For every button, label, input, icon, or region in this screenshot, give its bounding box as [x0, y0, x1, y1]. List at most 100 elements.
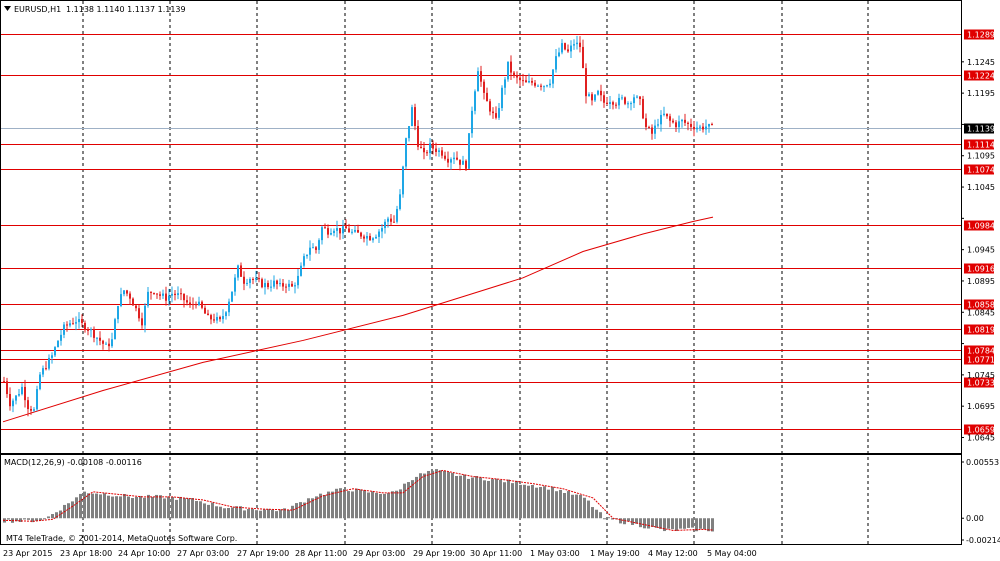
level-price-tag: 1.0659 [964, 424, 995, 435]
candle-body [564, 43, 566, 50]
candle-body [441, 150, 443, 156]
candle-body [384, 221, 386, 229]
macd-histogram-bar [667, 518, 670, 529]
level-price-tag: 1.1114 [964, 139, 995, 150]
collapse-arrow-icon[interactable] [4, 6, 11, 11]
macd-histogram-bar [447, 472, 450, 519]
candle-body [96, 337, 98, 339]
candle-body [330, 233, 332, 235]
candle-body [681, 119, 683, 122]
level-price-tag: 1.0819 [964, 324, 995, 335]
macd-histogram-bar [459, 475, 462, 519]
macd-histogram-bar [299, 502, 302, 519]
macd-histogram-bar [31, 518, 34, 523]
candle-body [666, 113, 668, 117]
macd-histogram-bar [307, 498, 310, 519]
candle-body [531, 80, 533, 83]
time-axis-label: 23 Apr 2015 [3, 549, 52, 558]
candle-body [600, 90, 602, 96]
candle-body [366, 235, 368, 239]
candle-body [567, 49, 569, 52]
candle-body [525, 80, 527, 83]
candle-body [153, 292, 155, 294]
candle-body [678, 121, 680, 128]
candle-body [687, 122, 689, 124]
candle-body [615, 104, 617, 106]
macd-histogram-bar [435, 469, 438, 519]
candle-body [105, 343, 107, 345]
macd-histogram-bar [27, 518, 30, 520]
candle-body [393, 221, 395, 223]
candle-body [414, 107, 416, 127]
level-price-text: 1.1074 [967, 166, 995, 175]
macd-histogram-bar [95, 493, 98, 519]
macd-histogram-bar [623, 518, 626, 525]
candle-body [624, 97, 626, 104]
candle-body [471, 110, 473, 134]
candle-body [597, 90, 599, 95]
candle-body [231, 291, 233, 302]
level-price-tag: 1.0984 [964, 220, 995, 231]
candle-body [240, 265, 242, 277]
level-price-text: 1.0916 [967, 265, 995, 274]
candle-body [294, 285, 296, 287]
macd-histogram-bar [407, 482, 410, 519]
candle-body [33, 409, 35, 411]
candle-body [390, 218, 392, 222]
candle-body [411, 107, 413, 127]
candle-body [651, 127, 653, 134]
candle-body [708, 124, 710, 127]
candle-body [252, 278, 254, 280]
level-price-text: 1.0858 [967, 301, 995, 310]
macd-histogram-bar [275, 511, 278, 519]
level-price-text: 1.0819 [967, 326, 995, 335]
macd-histogram-bar [247, 509, 250, 519]
candle-body [444, 155, 446, 159]
level-price-tag: 1.0858 [964, 299, 995, 310]
macd-signal-line [2, 469, 714, 531]
macd-histogram-bar [287, 509, 290, 519]
level-price-text: 1.0984 [967, 222, 995, 231]
candle-body [144, 305, 146, 326]
candle-body [474, 91, 476, 111]
macd-histogram-bar [547, 489, 550, 519]
price-axis-label: 1.0695 [967, 402, 995, 411]
candle-body [636, 96, 638, 98]
price-axis-label: 1.1195 [967, 89, 995, 98]
macd-histogram-bar [159, 495, 162, 519]
time-axis-label: 1 May 03:00 [530, 549, 580, 558]
candle-body [699, 126, 701, 128]
candle-body [702, 126, 704, 130]
candle-body [234, 277, 236, 292]
candle-body [357, 230, 359, 233]
macd-histogram-bar [603, 518, 606, 520]
candle-body [189, 302, 191, 305]
candle-body [501, 87, 503, 109]
candle-body [594, 94, 596, 101]
macd-histogram-bar [535, 487, 538, 519]
macd-histogram-bar [395, 490, 398, 519]
candle-body [45, 368, 47, 370]
candle-body [147, 291, 149, 306]
candle-body [498, 108, 500, 118]
candle-body [459, 159, 461, 165]
candle-body [180, 293, 182, 295]
candle-body [321, 227, 323, 241]
candle-body [72, 323, 74, 325]
macd-histogram-bar [7, 518, 10, 520]
macd-histogram-bar [443, 470, 446, 519]
candle-body [87, 329, 89, 331]
macd-histogram-bar [639, 518, 642, 528]
macd-histogram-bar [419, 473, 422, 519]
time-axis-label: 29 Apr 03:00 [353, 549, 405, 558]
candle-body [159, 294, 161, 296]
candle-body [504, 79, 506, 88]
macd-histogram-bar [123, 493, 126, 519]
candle-body [417, 126, 419, 147]
candle-body [438, 150, 440, 152]
macd-histogram-bar [539, 487, 542, 519]
macd-histogram-bar [127, 496, 130, 519]
candle-body [423, 147, 425, 153]
candle-body [396, 208, 398, 222]
macd-histogram-bar [559, 489, 562, 519]
